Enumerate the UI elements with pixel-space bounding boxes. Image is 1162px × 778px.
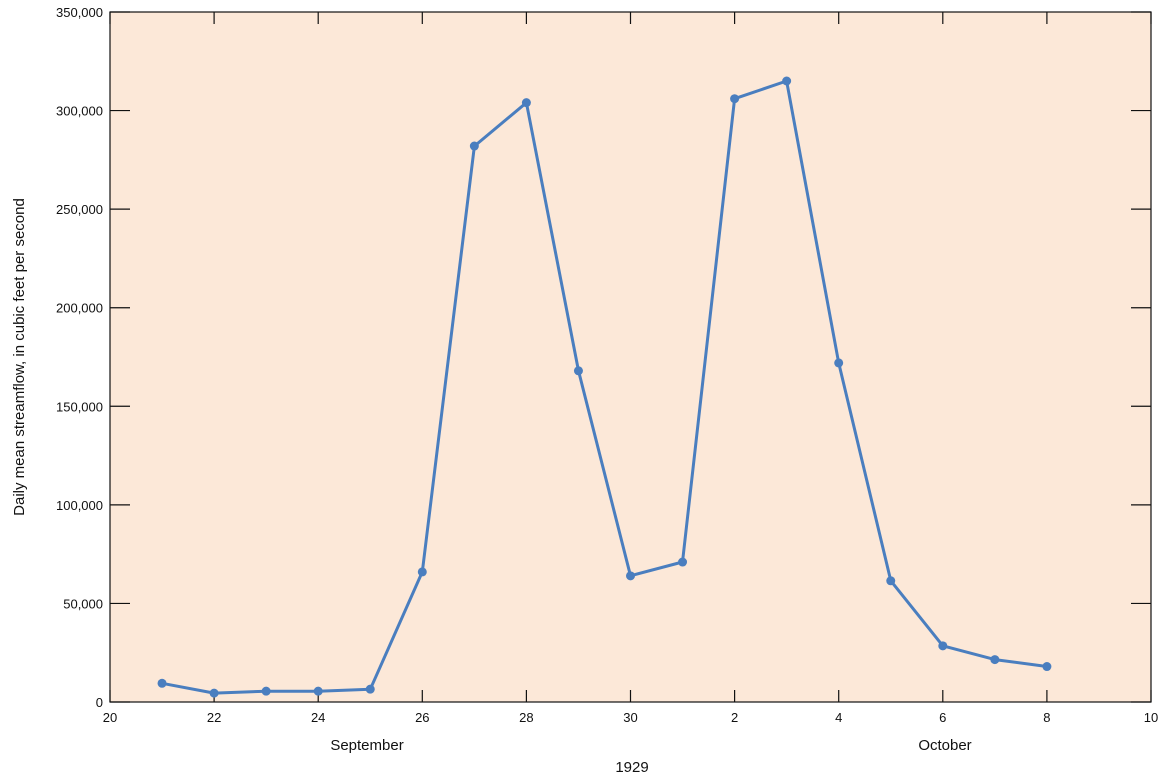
data-point: [365, 684, 375, 694]
y-tick-label: 350,000: [56, 5, 103, 20]
y-axis-title: Daily mean streamflow, in cubic feet per…: [11, 198, 28, 516]
data-point: [730, 94, 740, 104]
x-tick-labels: 20 22 24 26 28 30 2 4 6 8 10: [103, 710, 1158, 725]
x-tick-label: 28: [519, 710, 533, 725]
y-tick-label: 150,000: [56, 399, 103, 414]
x-tick-label: 22: [207, 710, 221, 725]
month-label-october: October: [918, 737, 971, 754]
data-point: [417, 567, 427, 577]
series-group: [157, 76, 1052, 698]
data-point: [573, 366, 583, 376]
x-tick-label: 6: [939, 710, 946, 725]
y-tick-label: 0: [96, 695, 103, 710]
y-tick-label: 250,000: [56, 202, 103, 217]
x-tick-label: 2: [731, 710, 738, 725]
x-tick-label: 20: [103, 710, 117, 725]
x-tick-label: 26: [415, 710, 429, 725]
data-point: [782, 76, 792, 86]
x-tick-label: 4: [835, 710, 842, 725]
plot-frame: [109, 11, 1152, 703]
x-axis-year-label: 1929: [615, 759, 648, 776]
data-point: [157, 678, 167, 688]
data-point: [990, 655, 1000, 665]
data-point: [209, 688, 219, 698]
y-tick-label: 100,000: [56, 498, 103, 513]
data-point: [469, 141, 479, 151]
data-point: [938, 641, 948, 651]
data-point: [678, 557, 688, 567]
y-tick-label: 50,000: [63, 596, 103, 611]
data-point: [886, 576, 896, 586]
x-tick-label: 8: [1043, 710, 1050, 725]
streamflow-line: [161, 79, 1048, 695]
data-point: [834, 358, 844, 368]
plot-area: [110, 12, 1151, 702]
month-label-september: September: [330, 737, 403, 754]
data-point: [1042, 662, 1052, 672]
y-tick-label: 200,000: [56, 301, 103, 316]
data-point: [521, 98, 531, 108]
x-tick-label: 24: [311, 710, 325, 725]
data-point: [261, 686, 271, 696]
x-tick-label: 10: [1144, 710, 1158, 725]
y-tick-label: 300,000: [56, 104, 103, 119]
y-tick-labels: 0 50,000 100,000 150,000 200,000 250,000 300,0…: [56, 5, 103, 710]
data-point: [313, 686, 323, 696]
data-point: [626, 571, 635, 581]
x-tick-label: 30: [623, 710, 637, 725]
